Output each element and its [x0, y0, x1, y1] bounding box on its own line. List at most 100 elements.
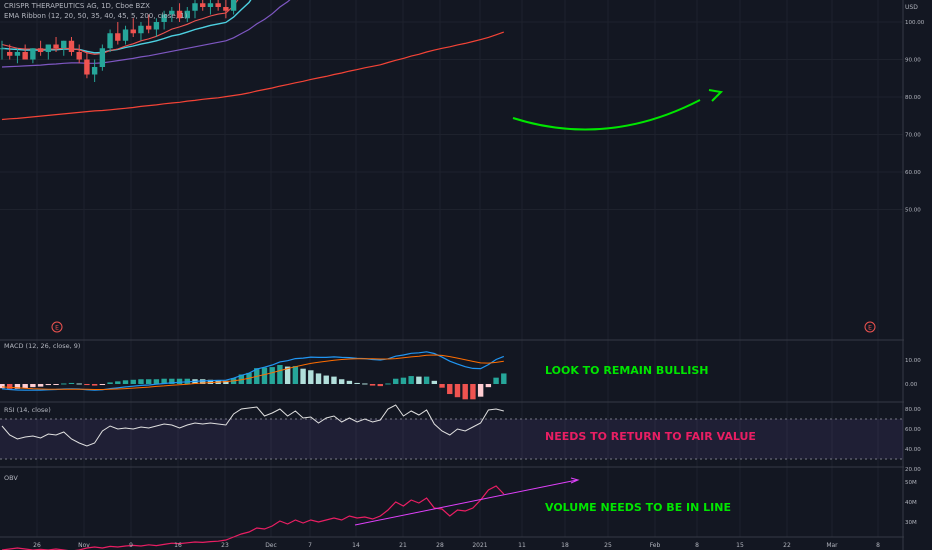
- candle-body: [200, 3, 206, 7]
- macd-histogram-bar: [485, 384, 492, 388]
- price-tick-label: 100.00: [905, 20, 925, 26]
- time-tick-label: 2021: [472, 542, 487, 549]
- candle-body: [22, 52, 28, 60]
- price-tick-label: 50.00: [905, 208, 921, 214]
- macd-histogram-bar: [277, 364, 283, 384]
- obv-tick-label: 50M: [905, 480, 917, 486]
- macd-histogram-bar: [284, 366, 291, 384]
- macd-histogram-bar: [153, 379, 160, 384]
- candle-body: [107, 33, 113, 49]
- macd-histogram-bar: [292, 366, 299, 384]
- time-tick-label: 22: [783, 542, 791, 549]
- macd-histogram-bar: [122, 380, 129, 384]
- candle-body: [61, 40, 67, 49]
- candle-body: [99, 48, 106, 67]
- macd-tick-label: 10.00: [905, 358, 921, 364]
- macd-histogram-bar: [176, 378, 183, 384]
- macd-histogram-bar: [308, 370, 314, 384]
- time-tick-label: 15: [736, 542, 744, 549]
- price-tick-label: 60.00: [905, 170, 921, 176]
- candle-body: [115, 33, 121, 41]
- candle-body: [122, 29, 129, 41]
- time-tick-label: 8: [695, 542, 699, 549]
- macd-histogram-bar: [338, 379, 345, 384]
- macd-histogram-bar: [7, 384, 13, 389]
- macd-histogram-bar: [393, 378, 399, 384]
- grid-lines: [0, 0, 903, 537]
- time-tick-label: 26: [33, 542, 41, 549]
- rsi-band: [0, 419, 903, 459]
- candle-body: [45, 44, 52, 52]
- rsi-pane: [0, 404, 903, 460]
- macd-histogram-bar: [400, 377, 407, 384]
- time-tick-label: 9: [129, 542, 133, 549]
- time-tick-label: 16: [174, 542, 182, 549]
- macd-histogram-bar: [447, 384, 453, 395]
- obv-trend-line: [354, 479, 578, 526]
- time-tick-label: 11: [518, 542, 526, 549]
- macd-histogram-bar: [331, 376, 337, 384]
- time-tick-label: Feb: [650, 542, 661, 549]
- rsi-annotation: NEEDS TO RETURN TO FAIR VALUE: [545, 430, 756, 443]
- time-tick-label: Nov: [78, 542, 90, 549]
- rsi-tick-label: 60.00: [905, 427, 921, 433]
- candle-body: [0, 48, 5, 50]
- macd-histogram-bar: [439, 384, 445, 388]
- macd-annotation: LOOK TO REMAIN BULLISH: [545, 364, 709, 377]
- candle-body: [30, 48, 36, 60]
- macd-histogram-bar: [300, 368, 306, 384]
- candle-body: [37, 48, 44, 52]
- macd-histogram-bar: [362, 383, 368, 385]
- price-tick-label: 90.00: [905, 58, 921, 64]
- macd-histogram-bar: [431, 380, 438, 384]
- candle-body: [176, 10, 183, 19]
- price-tick-label: 70.00: [905, 133, 921, 139]
- macd-histogram-bar: [68, 382, 75, 384]
- rsi-pane-label: RSI (14, close): [4, 406, 51, 414]
- candle-body: [192, 3, 198, 11]
- macd-histogram-bar: [377, 384, 383, 387]
- macd-histogram-bar: [454, 384, 461, 398]
- obv-trend-arrow: [570, 477, 580, 484]
- macd-histogram-bar: [115, 381, 121, 384]
- text-labels: MACD (12, 26, close, 9) RSI (14, close) OB…: [4, 342, 756, 514]
- candle-body: [68, 40, 75, 52]
- obv-annotation: VOLUME NEEDS TO BE IN LINE: [545, 501, 731, 514]
- earnings-marker: [51, 321, 63, 333]
- candle-body: [7, 52, 13, 56]
- macd-histogram-bar: [22, 384, 28, 389]
- candle-body: [215, 3, 221, 7]
- macd-histogram-bar: [261, 367, 268, 384]
- macd-histogram-bar: [145, 379, 152, 384]
- macd-histogram-bar: [0, 384, 5, 389]
- candle-body: [153, 22, 160, 30]
- ema-12-line: [1, 0, 239, 55]
- macd-histogram-bar: [169, 378, 175, 384]
- rsi-tick-label: 40.00: [905, 447, 921, 453]
- time-tick-label: 14: [352, 542, 360, 549]
- candle-body: [223, 7, 229, 11]
- time-tick-label: 21: [399, 542, 407, 549]
- candle-body: [53, 44, 59, 49]
- macd-histogram-bar: [385, 383, 391, 385]
- macd-histogram-bar: [269, 367, 275, 384]
- obv-tick-label: 30M: [905, 520, 917, 526]
- macd-histogram-bar: [493, 377, 499, 384]
- time-tick-label: 28: [436, 542, 444, 549]
- candle-body: [145, 25, 152, 30]
- candle-body: [130, 29, 136, 34]
- obv-pane-label: OBV: [4, 474, 18, 482]
- macd-histogram-bar: [470, 384, 476, 400]
- macd-histogram-bar: [423, 376, 430, 384]
- rsi-tick-label: 80.00: [905, 407, 921, 413]
- candle-body: [161, 14, 167, 22]
- candle-body: [84, 59, 90, 75]
- macd-histogram-bar: [37, 384, 44, 387]
- candle-body: [14, 52, 21, 56]
- time-tick-label: 25: [604, 542, 612, 549]
- macd-histogram-bar: [107, 382, 113, 384]
- candlesticks: [0, 0, 237, 82]
